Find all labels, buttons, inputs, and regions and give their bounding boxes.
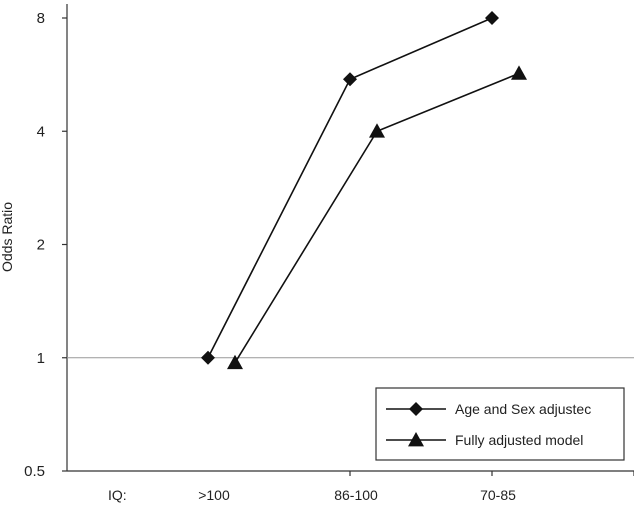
legend-box [375,387,625,461]
y-tick-label: 0.5 [24,463,45,480]
triangle-marker [227,354,243,370]
x-ticks: >100 86-100 70-85 [198,471,634,503]
x-prefix-label: IQ: [108,487,127,503]
legend-label: Fully adjusted model [455,432,583,448]
y-tick-label: 1 [37,350,45,367]
triangle-marker [369,123,385,138]
x-category-label: 70-85 [480,487,516,503]
y-tick-label: 8 [37,10,45,27]
y-ticks: 0.5 1 2 4 8 [24,10,67,480]
legend-label: Age and Sex adjustec [455,401,591,417]
x-category-label: 86-100 [334,487,378,503]
series-line [207,17,493,359]
diamond-marker [409,402,423,416]
triangle-marker [408,432,424,447]
y-tick-label: 4 [37,123,45,140]
series-group [201,11,527,370]
diamond-marker [343,72,357,87]
x-category-label: >100 [198,487,230,503]
y-tick-label: 2 [37,237,45,254]
y-axis-title: Odds Ratio [0,202,15,272]
legend: Age and Sex adjustec Fully adjusted model [375,387,625,461]
triangle-marker [511,65,527,80]
diamond-marker [485,11,499,25]
series-line [234,72,520,364]
diamond-marker [201,350,215,365]
